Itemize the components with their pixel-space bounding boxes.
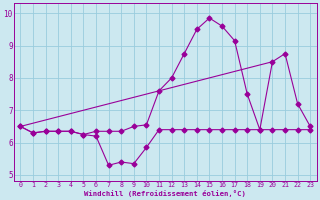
X-axis label: Windchill (Refroidissement éolien,°C): Windchill (Refroidissement éolien,°C)	[84, 190, 246, 197]
